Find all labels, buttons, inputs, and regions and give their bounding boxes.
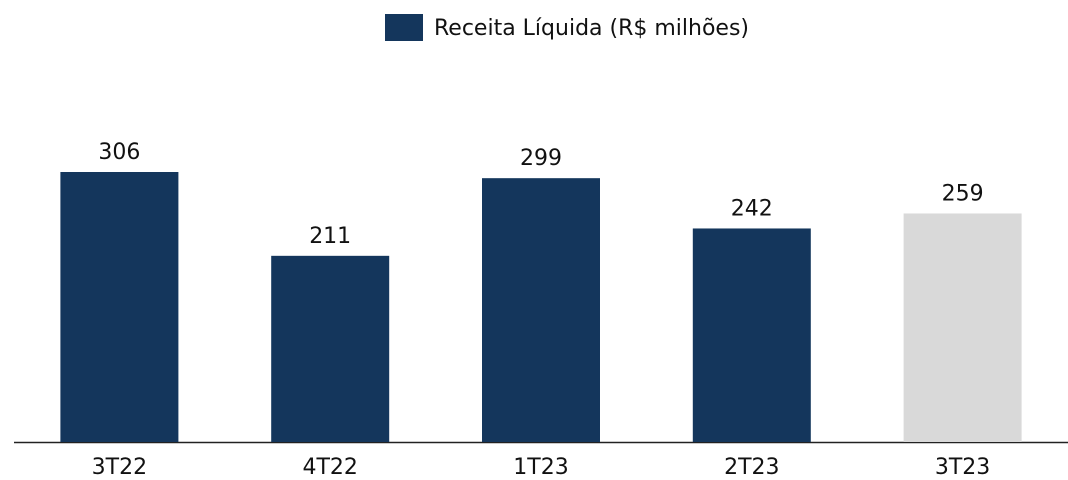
value-label: 242 [731, 196, 773, 221]
x-tick-label: 1T23 [513, 455, 568, 480]
x-tick-label: 3T23 [935, 455, 990, 480]
bar [482, 178, 600, 443]
legend-label: Receita Líquida (R$ milhões) [434, 16, 749, 41]
x-tick-label: 3T22 [92, 455, 147, 480]
value-label: 299 [520, 146, 562, 171]
value-label: 211 [309, 224, 351, 249]
x-tick-label: 4T22 [302, 455, 357, 480]
x-tick-label: 2T23 [724, 455, 779, 480]
value-label: 259 [942, 181, 984, 206]
bar [271, 255, 390, 442]
legend-swatch [385, 14, 423, 41]
bar [692, 228, 811, 442]
bar [60, 172, 179, 442]
value-label: 306 [98, 140, 140, 165]
bar [903, 213, 1022, 442]
